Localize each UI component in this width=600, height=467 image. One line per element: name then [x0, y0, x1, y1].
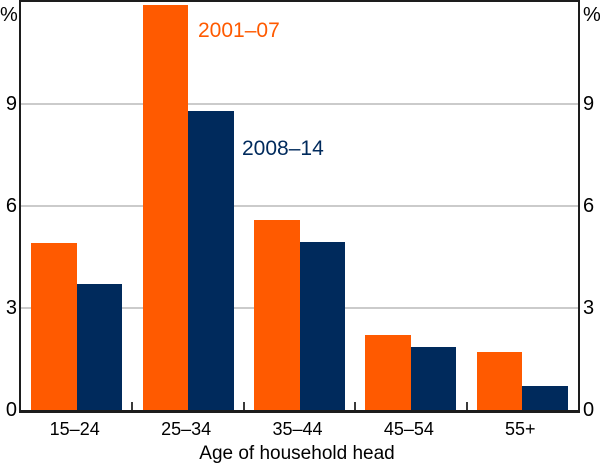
- plot-area: 2001–07 2008–14: [19, 0, 580, 413]
- y-gridline-6: [21, 205, 578, 207]
- bar-2008–14-35–44: [299, 241, 345, 410]
- bar-2008–14-15–24: [76, 284, 123, 410]
- y-axis-unit-left: %: [0, 4, 18, 26]
- x-axis-tick: [465, 402, 468, 410]
- x-tick-label-45–54: 45–54: [383, 419, 434, 439]
- y-tick-label-right-0: 0: [583, 399, 595, 421]
- x-tick-label-25–34: 25–34: [161, 419, 212, 439]
- bar-2001–07-25–34: [142, 5, 189, 410]
- x-axis-tick: [131, 402, 134, 410]
- bar-2001–07-35–44: [254, 219, 300, 410]
- y-tick-label-left-9: 9: [5, 93, 17, 115]
- x-tick-label-55+: 55+: [505, 419, 536, 439]
- bar-2008–14-45–54: [410, 347, 457, 410]
- bar-2001–07-55+: [476, 352, 523, 410]
- legend-label-series-1: 2001–07: [198, 19, 280, 42]
- x-axis-tick: [242, 402, 245, 410]
- y-axis-unit-right: %: [583, 4, 600, 26]
- y-tick-label-right-9: 9: [583, 93, 595, 115]
- bar-2008–14-55+: [522, 386, 568, 410]
- y-tick-label-right-3: 3: [583, 297, 595, 319]
- x-axis-tick: [354, 402, 357, 410]
- y-tick-label-left-0: 0: [5, 399, 17, 421]
- y-tick-label-left-6: 6: [5, 195, 17, 217]
- x-axis-title: Age of household head: [199, 443, 395, 464]
- y-gridline-9: [21, 103, 578, 105]
- y-tick-label-right-6: 6: [583, 195, 595, 217]
- bar-2001–07-45–54: [365, 335, 411, 410]
- bar-2008–14-25–34: [188, 110, 234, 410]
- x-tick-label-35–44: 35–44: [272, 419, 323, 439]
- bar-2001–07-15–24: [31, 243, 77, 410]
- y-tick-label-left-3: 3: [5, 297, 17, 319]
- legend-label-series-2: 2008–14: [242, 137, 324, 160]
- x-tick-label-15–24: 15–24: [49, 419, 100, 439]
